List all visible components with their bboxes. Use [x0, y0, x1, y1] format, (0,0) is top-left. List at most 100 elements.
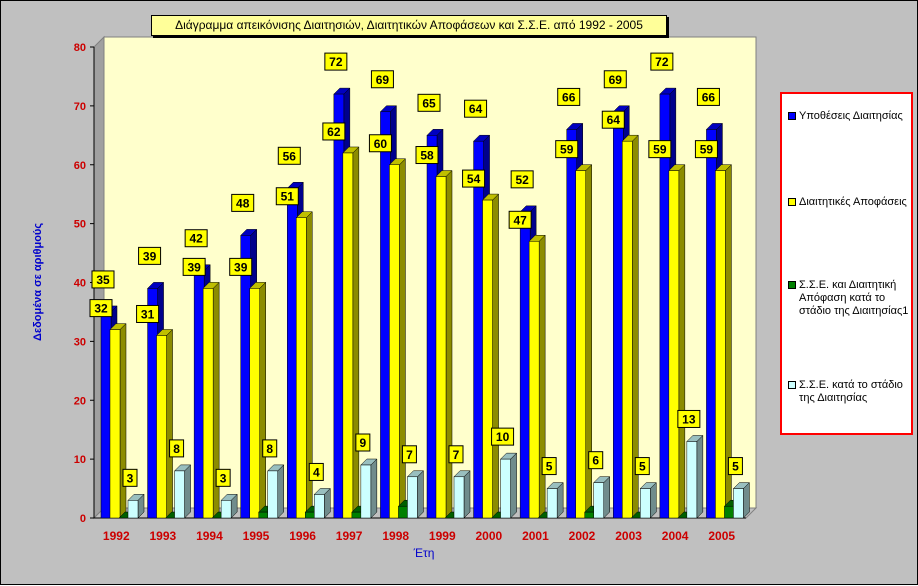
legend-label-cases: Υποθέσεις Διαιτησίας [799, 110, 903, 122]
y-tick-label: 50 [74, 219, 86, 231]
data-label-box [231, 193, 255, 212]
data-label-box [182, 257, 206, 276]
data-label-box [91, 270, 115, 289]
x-tick-label: 2003 [615, 529, 642, 543]
data-label-box [677, 409, 701, 428]
bar [426, 135, 438, 519]
data-label: 6 [592, 454, 599, 468]
data-label-box [464, 99, 488, 118]
data-label: 8 [173, 442, 180, 456]
bar-side [678, 164, 686, 519]
x-tick-label: 1995 [243, 529, 270, 543]
bar-side [370, 458, 378, 519]
bar [342, 152, 354, 519]
bar [668, 170, 680, 519]
data-label-box [462, 169, 486, 188]
data-label-box [491, 427, 515, 446]
y-tick-label: 40 [74, 278, 86, 290]
bar [258, 511, 269, 519]
data-label-box [603, 70, 627, 89]
bar [109, 329, 121, 519]
data-label: 64 [607, 113, 621, 127]
y-tick-label: 0 [80, 513, 86, 525]
data-label: 8 [266, 442, 273, 456]
data-label-box [557, 87, 581, 106]
data-label: 60 [374, 137, 388, 151]
bar [220, 500, 232, 519]
bar [407, 476, 418, 519]
bar [622, 140, 633, 519]
data-label: 3 [127, 471, 134, 485]
bar [528, 241, 540, 519]
data-label-box [650, 52, 674, 71]
data-label: 64 [469, 102, 483, 116]
bar [724, 505, 735, 519]
bar-side [399, 158, 406, 519]
bar [314, 494, 325, 519]
bar [593, 482, 604, 519]
data-label-box [229, 257, 253, 276]
data-label-box [308, 462, 324, 481]
legend-swatch-sse [788, 381, 796, 389]
x-tick-label: 2005 [708, 529, 735, 543]
data-label: 62 [327, 125, 341, 139]
legend-swatch-cases [788, 112, 796, 120]
bar-side [463, 470, 471, 519]
data-label: 9 [360, 436, 367, 450]
bar-side [184, 464, 191, 519]
data-label-box [508, 210, 532, 229]
bar [706, 129, 717, 519]
bar [267, 470, 278, 519]
bar [100, 311, 112, 519]
data-label-box [275, 187, 299, 206]
bar [296, 217, 307, 519]
legend: Υποθέσεις Διαιτησίας Διαιτητικές Αποφάσε… [780, 92, 913, 435]
bar-side [119, 322, 127, 519]
data-label: 66 [562, 90, 576, 104]
data-label-box [696, 87, 720, 106]
x-tick-label: 1996 [289, 529, 316, 543]
data-label: 5 [546, 460, 553, 474]
y-tick-label: 10 [74, 454, 86, 466]
bar-side [166, 328, 173, 519]
legend-label-decisions: Διαιτητικές Αποφάσεις [799, 196, 907, 208]
data-label-box [355, 433, 371, 452]
data-label: 3 [220, 471, 227, 485]
data-label: 54 [467, 172, 481, 186]
data-label: 72 [655, 55, 669, 69]
bar-side [603, 476, 610, 519]
y-tick-label: 80 [74, 42, 86, 54]
bar [193, 270, 205, 519]
data-label: 10 [496, 430, 510, 444]
data-label-box [277, 146, 301, 165]
data-label: 32 [94, 302, 108, 316]
x-tick-label: 2004 [662, 529, 689, 543]
y-axis-title: Δεδομένα σε αριθμούς [32, 223, 44, 341]
bar [156, 335, 167, 519]
x-tick-label: 2001 [522, 529, 549, 543]
data-label: 69 [609, 73, 623, 87]
data-label-box [184, 229, 208, 248]
data-label-box [324, 52, 348, 71]
data-label-box [694, 140, 718, 159]
bar [575, 170, 586, 519]
data-label-box [370, 70, 394, 89]
x-axis-title: Έτη [413, 546, 435, 560]
data-label: 13 [682, 412, 696, 426]
bar-side [417, 470, 424, 519]
bar [389, 164, 400, 519]
data-label: 59 [700, 143, 714, 157]
data-label-box [634, 457, 650, 476]
data-label: 72 [329, 55, 343, 69]
data-label: 35 [96, 273, 110, 287]
data-label-box [136, 304, 160, 323]
x-tick-label: 1992 [103, 529, 130, 543]
data-label: 59 [653, 143, 667, 157]
bar-side [277, 464, 284, 519]
data-label-box [89, 299, 113, 318]
data-label-box [322, 122, 346, 141]
bar-side [492, 193, 499, 519]
bar [686, 441, 698, 519]
data-label: 51 [281, 190, 295, 204]
